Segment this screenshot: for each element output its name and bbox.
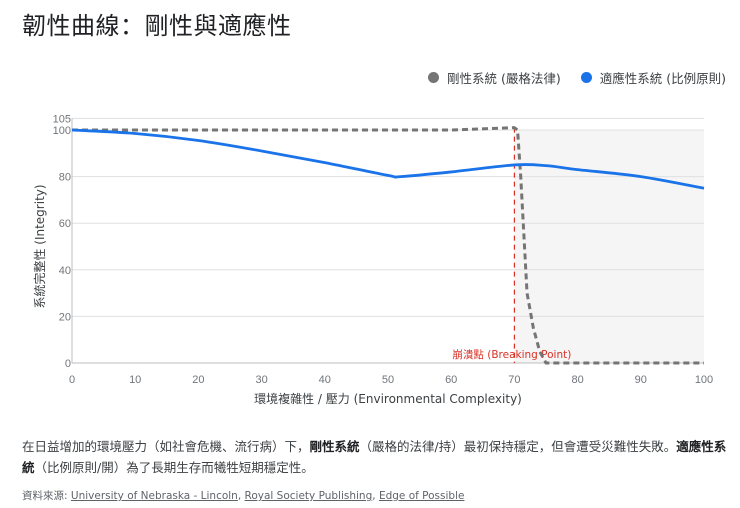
adaptive-system-line xyxy=(71,128,705,190)
x-tick-label: 50 xyxy=(382,374,394,386)
x-tick-label: 100 xyxy=(695,374,713,386)
bold-term-adaptive: 適應性系統 xyxy=(22,439,727,475)
x-tick-label: 40 xyxy=(319,374,331,386)
rigid-system-line xyxy=(72,126,704,365)
source-link-edge-of-possible[interactable]: Edge of Possible xyxy=(378,490,465,502)
x-tick-label: 90 xyxy=(635,374,647,386)
x-tick-label: 20 xyxy=(192,374,204,386)
y-tick-label: 40 xyxy=(59,265,71,277)
legend-item-adaptive[interactable]: 適應性系統 (比例原則) xyxy=(580,68,726,87)
chart-description: 在日益增加的環境壓力（如社會危機、流行病）下，剛性系統（嚴格的法律/持）最初保持… xyxy=(22,439,727,475)
chart-legend: 剛性系統 (嚴格法律) 適應性系統 (比例原則) xyxy=(428,68,726,87)
legend-item-rigid[interactable]: 剛性系統 (嚴格法律) xyxy=(428,68,561,87)
y-tick-label: 105 xyxy=(53,113,71,125)
source-link-unl[interactable]: University of Nebraska - Lincoln xyxy=(70,490,238,502)
y-tick-label: 100 xyxy=(53,125,71,137)
legend-label: 適應性系統 (比例原則) xyxy=(599,71,726,86)
sources-label: 資料來源: xyxy=(22,490,71,502)
bold-term-rigid: 剛性系統 xyxy=(309,439,360,454)
x-tick-label: 70 xyxy=(508,374,520,386)
y-tick-label: 20 xyxy=(59,311,71,323)
x-tick-label: 10 xyxy=(129,374,141,386)
y-axis-title: 系統完整性 (Integrity) xyxy=(32,184,47,308)
shaded-failure-region xyxy=(514,130,704,363)
x-tick-label: 0 xyxy=(69,374,75,386)
x-tick-label: 30 xyxy=(255,374,267,386)
x-axis-title: 環境複雜性 / 壓力 (Environmental Complexity) xyxy=(254,391,522,406)
source-link-royal-society[interactable]: Royal Society Publishing xyxy=(244,490,373,502)
legend-label: 剛性系統 (嚴格法律) xyxy=(447,71,561,86)
y-tick-label: 60 xyxy=(59,218,71,230)
sources: 資料來源: University of Nebraska - Lincoln, … xyxy=(22,490,465,502)
legend-dot-icon xyxy=(428,72,440,83)
x-tick-label: 60 xyxy=(445,374,457,386)
y-tick-label: 0 xyxy=(65,358,71,370)
y-tick-label: 80 xyxy=(59,172,71,184)
breaking-point-label: 崩潰點 (Breaking Point) xyxy=(452,348,571,361)
page-title: 韌性曲線：剛性與適應性 xyxy=(22,12,292,40)
legend-dot-icon xyxy=(580,72,592,83)
x-tick-label: 80 xyxy=(571,374,583,386)
